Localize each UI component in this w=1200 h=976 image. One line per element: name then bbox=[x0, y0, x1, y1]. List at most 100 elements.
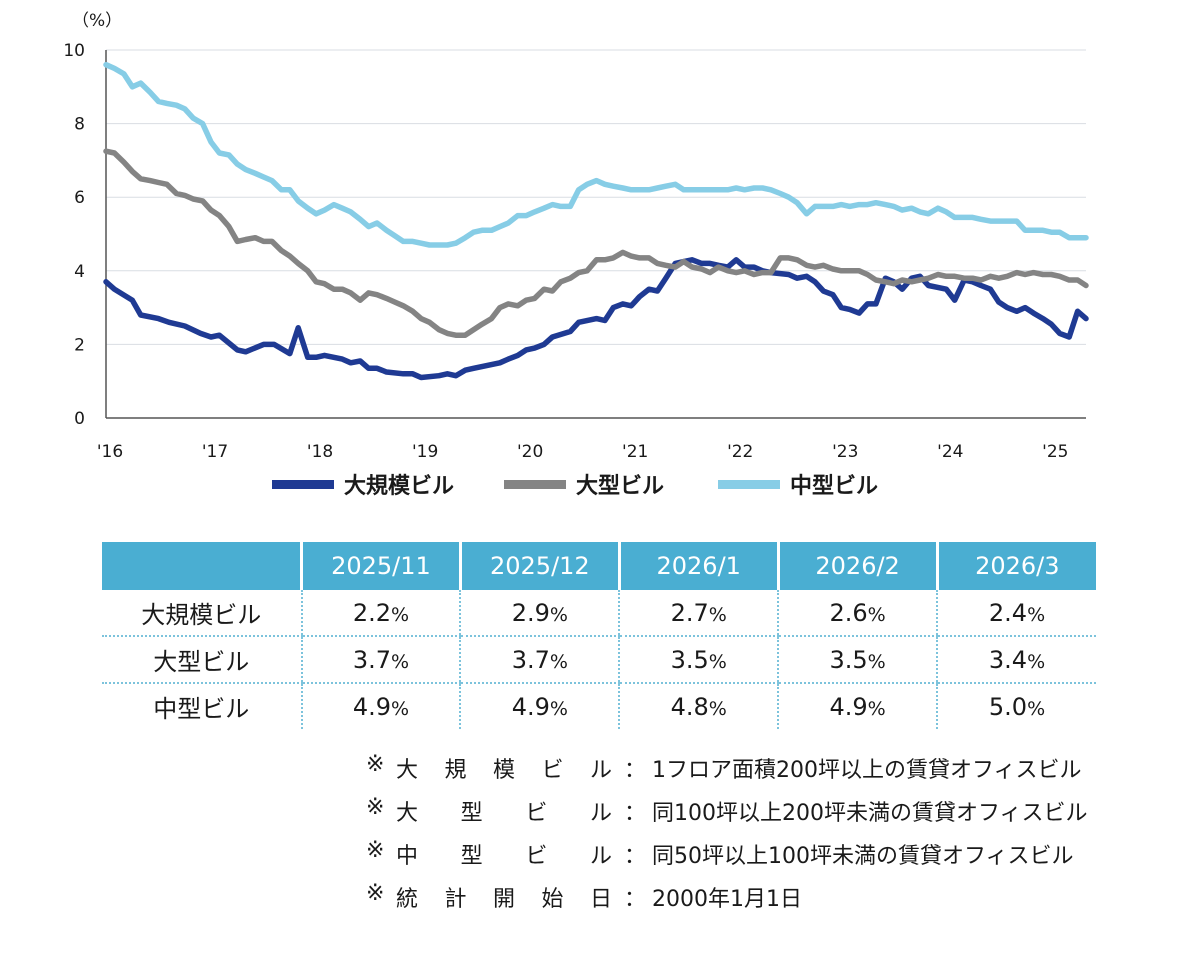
cell-value: 2.9 bbox=[511, 598, 550, 627]
table-cell: 4.8% bbox=[618, 683, 779, 729]
cell-value: 3.5 bbox=[670, 645, 709, 674]
table-cell: 3.5% bbox=[618, 636, 779, 684]
note-label-char: ル bbox=[589, 801, 612, 826]
cell-value: 3.5 bbox=[829, 645, 868, 674]
note-mark: ※ bbox=[366, 795, 385, 820]
x-tick-label: '24 bbox=[937, 442, 963, 462]
percent-unit: % bbox=[867, 697, 886, 720]
percent-unit: % bbox=[549, 697, 568, 720]
note-label-char: 日 bbox=[589, 887, 612, 912]
x-tick-label: '20 bbox=[517, 442, 543, 462]
series-line bbox=[103, 257, 1089, 381]
cell-value: 3.4 bbox=[988, 645, 1028, 674]
cell-value: 2.2 bbox=[352, 598, 391, 627]
table-cell: 2.2% bbox=[300, 590, 461, 637]
series-lines bbox=[103, 61, 1089, 381]
table-header-cell: 2026/3 bbox=[935, 542, 1096, 590]
cell-value: 5.0 bbox=[988, 692, 1028, 721]
legend-label: 中型ビル bbox=[790, 474, 878, 499]
legend-swatch bbox=[504, 480, 566, 489]
cell-value: 3.7 bbox=[352, 645, 391, 674]
table-cell: 4.9% bbox=[459, 683, 620, 729]
grid-lines bbox=[106, 49, 1086, 345]
table-cell: 2.9% bbox=[459, 590, 620, 637]
percent-unit: % bbox=[867, 650, 886, 673]
y-tick-label: 6 bbox=[74, 188, 85, 208]
note-label-char: 統 bbox=[396, 887, 419, 912]
cell-value: 4.9 bbox=[829, 692, 868, 721]
cell-value: 4.8 bbox=[670, 692, 709, 721]
row-label: 大型ビル bbox=[102, 636, 302, 684]
x-tick-label: '23 bbox=[832, 442, 858, 462]
note-label-char: 型 bbox=[460, 844, 483, 869]
note-text: 1フロア面積200坪以上の賃貸オフィスビル bbox=[652, 758, 1082, 783]
percent-unit: % bbox=[708, 697, 727, 720]
note-text: 2000年1月1日 bbox=[652, 887, 802, 912]
percent-unit: % bbox=[867, 603, 886, 626]
x-tick-label: '16 bbox=[97, 442, 123, 462]
table-header-cell: 2025/12 bbox=[458, 542, 620, 590]
footnote: ※ 統 計 開 始 日 ： 2000年1月1日 bbox=[366, 881, 1166, 924]
y-tick-label: 2 bbox=[74, 335, 85, 355]
table-cell: 2.4% bbox=[936, 590, 1096, 637]
note-label: 大 型 ビ ル bbox=[396, 795, 624, 827]
footnote: ※ 大 型 ビ ル ： 同100坪以上200坪未満の賃貸オフィスビル bbox=[366, 795, 1166, 838]
cell-value: 2.6 bbox=[829, 598, 868, 627]
note-label-char: ビ bbox=[525, 801, 548, 826]
table-cell: 4.9% bbox=[300, 683, 461, 729]
cell-value: 3.7 bbox=[511, 645, 550, 674]
x-tick-labels: '16 '17 '18 '19 '20 '21 '22 '23 '24 '25 bbox=[97, 442, 1069, 462]
percent-unit: % bbox=[391, 650, 410, 673]
series-line bbox=[103, 148, 1089, 338]
x-tick-label: '25 bbox=[1042, 442, 1068, 462]
note-colon: ： bbox=[624, 844, 647, 869]
percent-unit: % bbox=[1027, 650, 1046, 673]
legend-label: 大型ビル bbox=[576, 474, 664, 499]
table-header-row: 2025/11 2025/12 2026/1 2026/2 2026/3 bbox=[102, 542, 1096, 590]
legend-label: 大規模ビル bbox=[344, 474, 454, 499]
table-cell: 2.7% bbox=[618, 590, 779, 637]
y-tick-labels: 0 2 4 6 8 10 bbox=[63, 41, 85, 429]
x-tick-label: '17 bbox=[202, 442, 228, 462]
note-mark: ※ bbox=[366, 881, 385, 906]
note-label-char: ル bbox=[589, 844, 612, 869]
x-tick-label: '22 bbox=[727, 442, 753, 462]
y-tick-label: 4 bbox=[74, 262, 85, 282]
table-row: 大型ビル 3.7% 3.7% 3.5% 3.5% 3.4% bbox=[102, 636, 1096, 684]
note-label: 中 型 ビ ル bbox=[396, 838, 624, 870]
rates-table: 2025/11 2025/12 2026/1 2026/2 2026/3 大規模… bbox=[102, 542, 1096, 729]
note-label: 統 計 開 始 日 bbox=[396, 881, 624, 913]
note-mark: ※ bbox=[366, 752, 385, 777]
table-header-cell: 2026/1 bbox=[617, 542, 779, 590]
cell-value: 4.9 bbox=[352, 692, 391, 721]
percent-unit: % bbox=[549, 650, 568, 673]
y-tick-label: 0 bbox=[74, 409, 85, 429]
footnote: ※ 大 規 模 ビ ル ： 1フロア面積200坪以上の賃貸オフィスビル bbox=[366, 752, 1166, 795]
x-tick-label: '21 bbox=[622, 442, 648, 462]
percent-unit: % bbox=[708, 603, 727, 626]
note-label-char: 中 bbox=[396, 844, 419, 869]
percent-unit: % bbox=[391, 697, 410, 720]
note-colon: ： bbox=[624, 887, 647, 912]
note-label-char: 始 bbox=[541, 887, 564, 912]
legend-swatch bbox=[272, 480, 334, 489]
note-label-char: ビ bbox=[541, 758, 564, 783]
percent-unit: % bbox=[708, 650, 727, 673]
cell-value: 2.7 bbox=[670, 598, 709, 627]
x-tick-label: '19 bbox=[412, 442, 438, 462]
note-label-char: ル bbox=[589, 758, 612, 783]
row-label: 大規模ビル bbox=[102, 590, 302, 637]
legend-swatch bbox=[718, 480, 780, 489]
note-label-char: 型 bbox=[460, 801, 483, 826]
note-label-char: 大 bbox=[396, 758, 419, 783]
note-text: 同50坪以上100坪未満の賃貸オフィスビル bbox=[652, 844, 1074, 869]
note-label-char: 模 bbox=[492, 758, 515, 783]
table-cell: 3.7% bbox=[300, 636, 461, 684]
note-label: 大 規 模 ビ ル bbox=[396, 752, 624, 784]
note-text: 同100坪以上200坪未満の賃貸オフィスビル bbox=[652, 801, 1088, 826]
y-tick-label: 10 bbox=[63, 41, 85, 61]
table-cell: 4.9% bbox=[777, 683, 938, 729]
y-tick-label: 8 bbox=[74, 115, 85, 135]
series-line bbox=[103, 61, 1089, 248]
